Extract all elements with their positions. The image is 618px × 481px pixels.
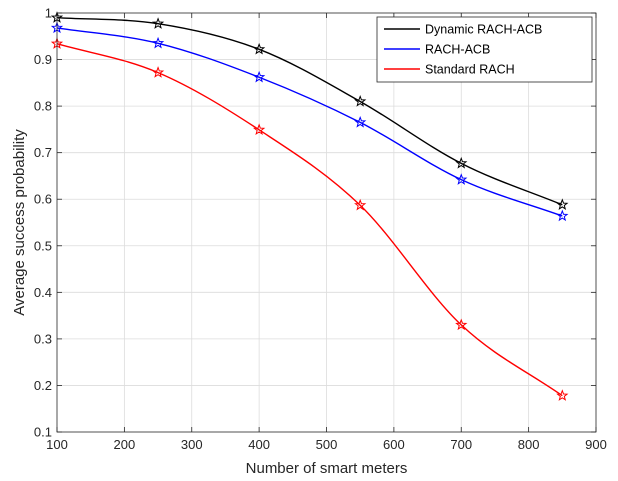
- data-point-dynamic-rach-acb: [556, 198, 569, 211]
- data-point-dynamic-rach-acb: [151, 17, 165, 29]
- y-tick-label: 0.2: [34, 378, 52, 393]
- y-tick-label: 0.8: [34, 99, 52, 114]
- series-line-dynamic-rach-acb: [56, 16, 563, 206]
- data-point-rach-acb: [253, 70, 266, 83]
- data-point-dynamic-rach-acb: [455, 156, 468, 169]
- legend-label-standard-rach: Standard RACH: [425, 63, 515, 77]
- y-tick-label: 0.3: [34, 331, 52, 346]
- data-point-standard-rach: [455, 318, 468, 331]
- x-axis-label: Number of smart meters: [246, 460, 408, 477]
- x-tick-label: 400: [248, 437, 270, 452]
- y-tick-label: 0.7: [34, 145, 52, 160]
- x-tick-label: 500: [316, 437, 338, 452]
- legend-label-rach-acb: RACH-ACB: [425, 43, 490, 57]
- legend-label-dynamic-rach-acb: Dynamic RACH-ACB: [425, 23, 542, 37]
- y-axis-label: Average success probability: [11, 129, 28, 316]
- data-point-standard-rach: [556, 389, 569, 401]
- y-tick-labels: 0.1 0.2 0.3 0.4 0.5 0.6 0.7 0.8 0.9 1: [34, 6, 52, 440]
- data-point-rach-acb: [556, 209, 569, 222]
- data-point-rach-acb: [151, 36, 165, 49]
- x-tick-label: 300: [181, 437, 203, 452]
- y-tick-label: 0.1: [34, 425, 52, 440]
- y-tick-label: 0.9: [34, 52, 52, 67]
- x-tick-label: 800: [518, 437, 540, 452]
- x-tick-label: 900: [585, 437, 607, 452]
- axis-ticks: [56, 12, 597, 433]
- y-tick-label: 0.6: [34, 192, 52, 207]
- x-tick-label: 200: [114, 437, 136, 452]
- y-tick-label: 1: [45, 6, 52, 21]
- x-tick-label: 600: [383, 437, 405, 452]
- y-tick-label: 0.5: [34, 238, 52, 253]
- data-point-rach-acb: [455, 173, 468, 185]
- legend: Dynamic RACH-ACB RACH-ACB Standard RACH: [376, 16, 593, 83]
- data-point-standard-rach: [354, 198, 367, 211]
- data-point-dynamic-rach-acb: [354, 95, 367, 107]
- data-point-dynamic-rach-acb: [253, 42, 266, 55]
- series-markers: [50, 11, 569, 401]
- data-point-standard-rach: [151, 66, 165, 78]
- data-point-rach-acb: [354, 115, 367, 128]
- y-tick-label: 0.4: [34, 285, 52, 300]
- x-tick-label: 700: [450, 437, 472, 452]
- series-line-rach-acb: [56, 27, 563, 217]
- data-point-standard-rach: [253, 123, 266, 136]
- x-tick-labels: 100 200 300 400 500 600 700 800 900: [46, 437, 607, 452]
- x-tick-label: 100: [46, 437, 68, 452]
